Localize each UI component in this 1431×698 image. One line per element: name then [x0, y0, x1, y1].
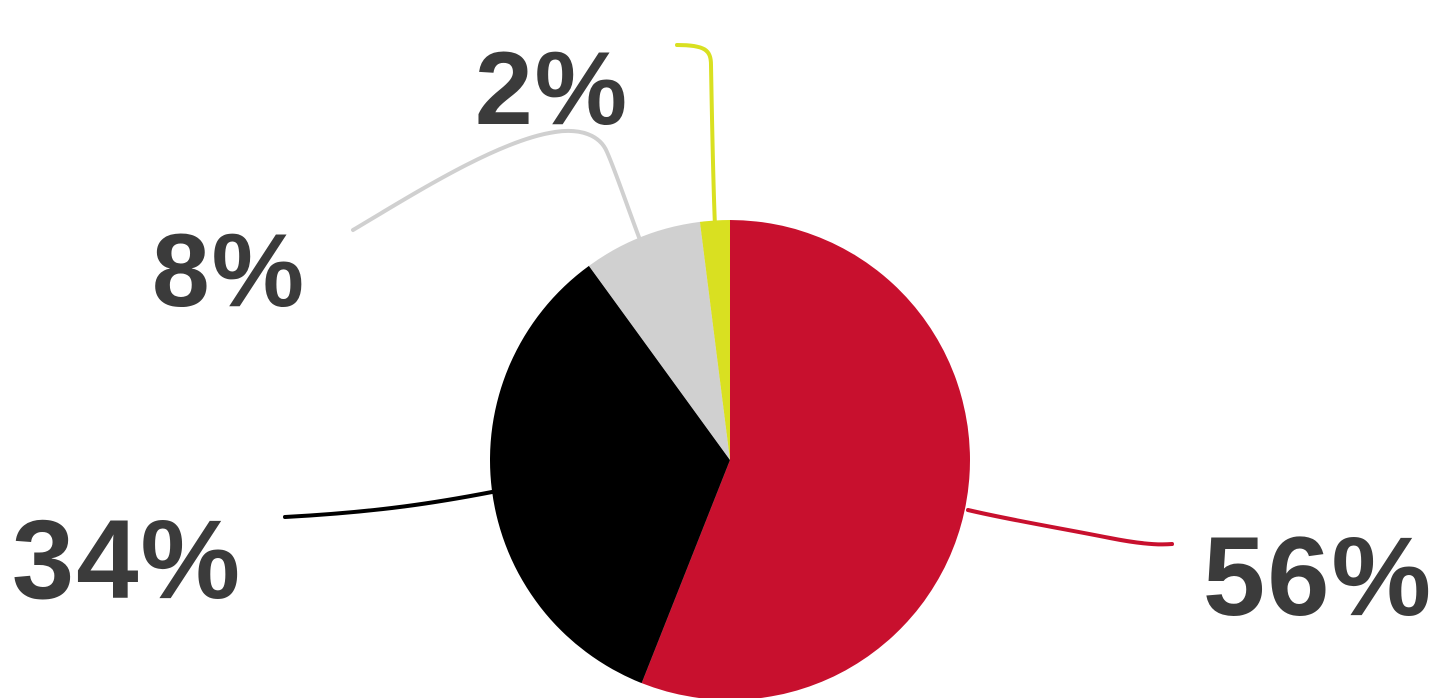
- data-label-gray: 8%: [152, 213, 306, 329]
- pie-slice-red: [641, 220, 970, 698]
- leader-line-red: [966, 508, 1174, 547]
- data-label-black: 34%: [12, 497, 242, 622]
- data-labels: 56% 34% 8% 2%: [12, 31, 1431, 639]
- leader-line-black: [283, 490, 494, 519]
- pie-slices: [489, 220, 970, 698]
- pie-slice-yellow: [699, 220, 730, 460]
- data-label-red: 56%: [1203, 514, 1431, 639]
- leader-line-yellow: [675, 43, 717, 228]
- pie-slice-black: [489, 265, 730, 684]
- data-label-yellow: 2%: [475, 31, 629, 147]
- pie-slice-gray: [588, 221, 730, 460]
- leader-lines: [283, 43, 1174, 547]
- leader-line-gray: [351, 128, 642, 242]
